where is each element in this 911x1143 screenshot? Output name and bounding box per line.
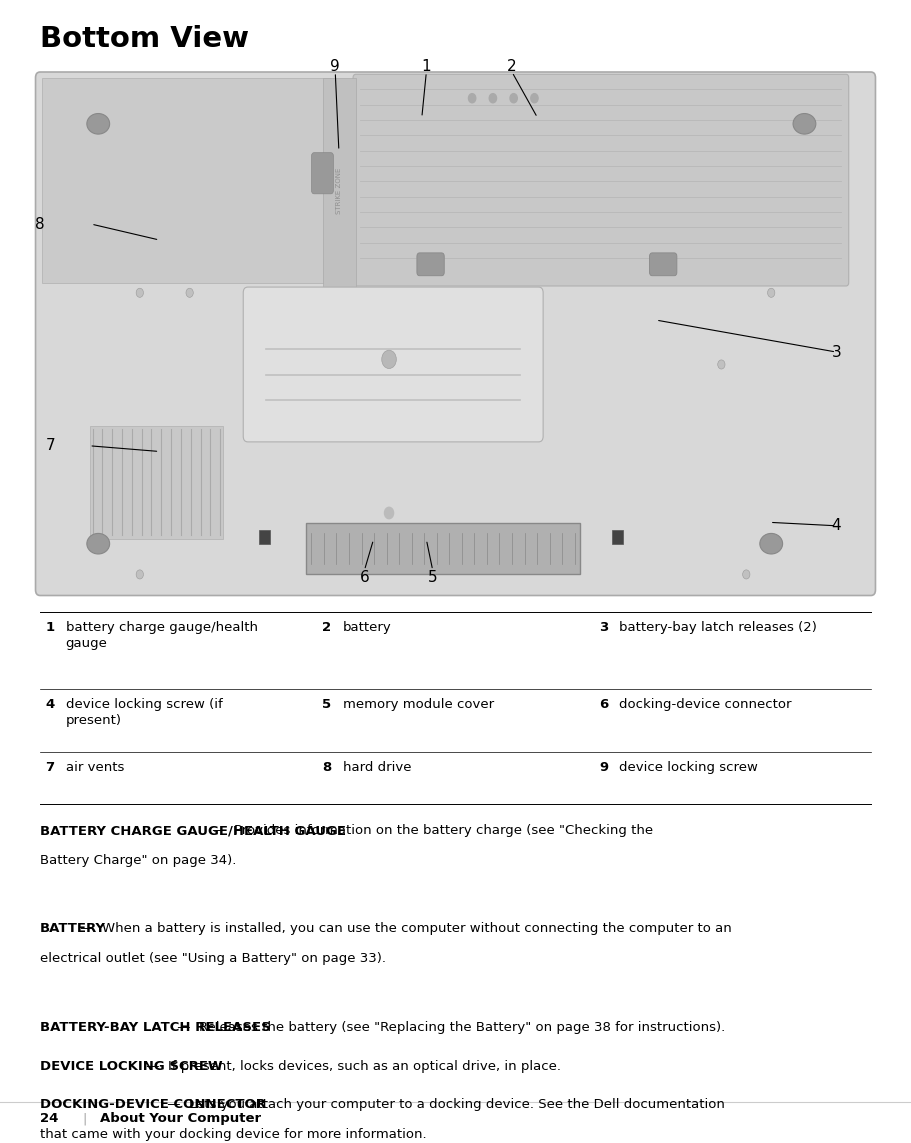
- FancyBboxPatch shape: [353, 74, 849, 286]
- Text: DEVICE LOCKING SCREW: DEVICE LOCKING SCREW: [40, 1060, 222, 1072]
- Circle shape: [384, 507, 394, 519]
- Circle shape: [489, 94, 496, 103]
- Text: electrical outlet (see "Using a Battery" on page 33).: electrical outlet (see "Using a Battery"…: [40, 952, 386, 965]
- Text: BATTERY: BATTERY: [40, 922, 106, 935]
- Text: About Your Computer: About Your Computer: [100, 1112, 261, 1125]
- Text: —  Lets you attach your computer to a docking device. See the Dell documentation: — Lets you attach your computer to a doc…: [162, 1098, 724, 1111]
- Text: battery charge gauge/health
gauge: battery charge gauge/health gauge: [66, 621, 258, 649]
- Text: memory module cover: memory module cover: [343, 698, 494, 711]
- FancyBboxPatch shape: [243, 287, 543, 442]
- Text: 5: 5: [322, 698, 332, 711]
- Text: Battery Charge" on page 34).: Battery Charge" on page 34).: [40, 854, 237, 866]
- Text: DOCKING-DEVICE CONNECTOR: DOCKING-DEVICE CONNECTOR: [40, 1098, 266, 1111]
- Circle shape: [468, 94, 476, 103]
- Text: 6: 6: [360, 569, 369, 585]
- Circle shape: [531, 94, 538, 103]
- Text: 4: 4: [46, 698, 55, 711]
- FancyBboxPatch shape: [36, 72, 875, 596]
- Ellipse shape: [87, 534, 109, 554]
- Text: device locking screw: device locking screw: [619, 761, 758, 774]
- Text: —  Releases the battery (see "Replacing the Battery" on page 38 for instructions: — Releases the battery (see "Replacing t…: [173, 1021, 725, 1033]
- Text: —  Provides information on the battery charge (see "Checking the: — Provides information on the battery ch…: [209, 824, 653, 837]
- Circle shape: [718, 360, 725, 369]
- Bar: [306, 523, 580, 575]
- Circle shape: [742, 570, 750, 580]
- Text: BATTERY CHARGE GAUGE/HEALTH GAUGE: BATTERY CHARGE GAUGE/HEALTH GAUGE: [40, 824, 346, 837]
- Bar: [90, 426, 223, 538]
- Text: battery-bay latch releases (2): battery-bay latch releases (2): [619, 621, 817, 633]
- FancyBboxPatch shape: [650, 253, 677, 275]
- Ellipse shape: [760, 534, 783, 554]
- Text: device locking screw (if
present): device locking screw (if present): [66, 698, 222, 727]
- Bar: [612, 530, 623, 544]
- Text: 5: 5: [428, 569, 437, 585]
- Text: 1: 1: [422, 58, 431, 74]
- Text: docking-device connector: docking-device connector: [619, 698, 792, 711]
- Circle shape: [186, 288, 193, 297]
- Circle shape: [510, 94, 517, 103]
- Text: BATTERY-BAY LATCH RELEASES: BATTERY-BAY LATCH RELEASES: [40, 1021, 271, 1033]
- Text: 7: 7: [46, 438, 55, 454]
- Text: air vents: air vents: [66, 761, 124, 774]
- Circle shape: [136, 288, 143, 297]
- Text: 2: 2: [507, 58, 517, 74]
- Circle shape: [768, 288, 775, 297]
- Text: 6: 6: [599, 698, 609, 711]
- Text: 7: 7: [46, 761, 55, 774]
- Text: —  When a battery is installed, you can use the computer without connecting the : — When a battery is installed, you can u…: [76, 922, 732, 935]
- Text: 8: 8: [36, 216, 45, 232]
- Text: hard drive: hard drive: [343, 761, 411, 774]
- Text: STRIKE ZONE: STRIKE ZONE: [336, 167, 343, 214]
- Text: 8: 8: [322, 761, 332, 774]
- FancyBboxPatch shape: [417, 253, 445, 275]
- Text: battery: battery: [343, 621, 392, 633]
- Bar: [259, 530, 270, 544]
- Text: 9: 9: [599, 761, 609, 774]
- Text: |: |: [82, 1112, 87, 1125]
- Ellipse shape: [793, 113, 816, 134]
- Text: 3: 3: [832, 344, 841, 360]
- Text: —  If present, locks devices, such as an optical drive, in place.: — If present, locks devices, such as an …: [142, 1060, 561, 1072]
- Bar: [322, 78, 356, 309]
- Ellipse shape: [87, 113, 109, 134]
- Text: 2: 2: [322, 621, 332, 633]
- Circle shape: [136, 570, 143, 580]
- Text: 3: 3: [599, 621, 609, 633]
- FancyBboxPatch shape: [42, 78, 331, 282]
- Text: 24: 24: [40, 1112, 58, 1125]
- Text: 4: 4: [832, 518, 841, 534]
- Circle shape: [382, 350, 396, 368]
- Text: Bottom View: Bottom View: [40, 25, 249, 53]
- FancyBboxPatch shape: [312, 153, 333, 194]
- Text: 9: 9: [331, 58, 340, 74]
- Text: that came with your docking device for more information.: that came with your docking device for m…: [40, 1128, 426, 1141]
- Text: 1: 1: [46, 621, 55, 633]
